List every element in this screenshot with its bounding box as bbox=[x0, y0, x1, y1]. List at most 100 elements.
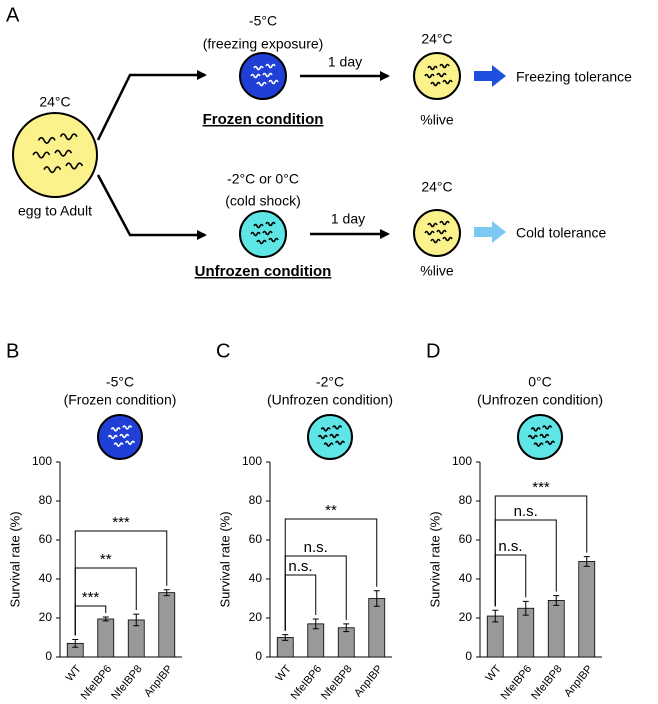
significance-label: ** bbox=[325, 502, 337, 519]
y-tick-label: 60 bbox=[459, 532, 473, 546]
x-tick-label: NfeIBP8 bbox=[529, 663, 565, 702]
chart-subtitle: (Unfrozen condition) bbox=[267, 392, 393, 408]
unfrozen-label: Unfrozen condition bbox=[195, 263, 332, 280]
larva bbox=[530, 427, 541, 432]
significance-bracket bbox=[284, 518, 378, 631]
error-bar bbox=[553, 595, 560, 606]
larva bbox=[527, 434, 538, 440]
error-bar bbox=[373, 590, 380, 607]
larva bbox=[59, 133, 78, 141]
diagram: A 24°C egg to Adult -5°C (freezing expos… bbox=[6, 4, 632, 280]
after-label: %live bbox=[420, 263, 454, 279]
y-tick-label: 100 bbox=[32, 454, 52, 468]
larva bbox=[253, 65, 264, 71]
larva bbox=[32, 151, 51, 159]
bar bbox=[97, 618, 115, 658]
y-axis-label: Survival rate (%) bbox=[427, 511, 442, 607]
larva bbox=[265, 63, 276, 69]
bar bbox=[547, 600, 565, 658]
y-tick-label: 80 bbox=[39, 493, 53, 507]
branch-arrow bbox=[96, 70, 207, 141]
larva bbox=[323, 442, 334, 447]
error-bar bbox=[492, 609, 499, 623]
chart-subtitle: (Unfrozen condition) bbox=[477, 392, 603, 408]
significance-label: ** bbox=[100, 551, 112, 568]
y-tick-label: 0 bbox=[45, 649, 52, 663]
frozen-temp: -5°C bbox=[249, 13, 277, 29]
x-tick-label: WT bbox=[484, 663, 504, 684]
bar bbox=[158, 592, 176, 658]
branch-arrow bbox=[96, 174, 207, 240]
y-tick-label: 40 bbox=[39, 571, 53, 585]
larva bbox=[54, 149, 73, 157]
larva bbox=[268, 79, 279, 85]
error-bar bbox=[163, 589, 170, 597]
y-tick-label: 40 bbox=[459, 571, 473, 585]
y-tick-label: 80 bbox=[459, 493, 473, 507]
larva bbox=[335, 440, 346, 445]
larva bbox=[265, 221, 276, 227]
x-tick-label: AnpIBP bbox=[562, 663, 595, 699]
panel-label: C bbox=[216, 340, 230, 362]
y-tick-label: 20 bbox=[249, 610, 263, 624]
larva bbox=[424, 73, 435, 79]
larva bbox=[542, 425, 553, 430]
larva bbox=[430, 238, 441, 244]
significance-label: n.s. bbox=[304, 539, 328, 556]
dish bbox=[517, 414, 563, 460]
chart-title: 0°C bbox=[528, 374, 552, 390]
significance-label: n.s. bbox=[498, 538, 522, 555]
larva bbox=[329, 433, 340, 439]
larva bbox=[250, 73, 261, 79]
panel-label: A bbox=[6, 4, 20, 26]
x-tick-label: AnpIBP bbox=[142, 663, 175, 699]
after-dish bbox=[413, 52, 461, 100]
y-tick-label: 40 bbox=[249, 571, 263, 585]
error-bar bbox=[102, 616, 109, 622]
larva bbox=[436, 229, 447, 235]
larva bbox=[107, 434, 118, 440]
dish bbox=[307, 414, 353, 460]
bar bbox=[368, 598, 386, 658]
larva bbox=[113, 442, 124, 447]
after-temp: 24°C bbox=[421, 31, 452, 47]
y-tick-label: 60 bbox=[249, 532, 263, 546]
larva bbox=[317, 434, 328, 440]
significance-label: *** bbox=[532, 479, 550, 496]
larva bbox=[533, 442, 544, 447]
larva bbox=[268, 237, 279, 243]
panel-label: D bbox=[426, 340, 440, 362]
larva bbox=[442, 236, 453, 242]
error-bar bbox=[343, 623, 350, 633]
frozen-note: (freezing exposure) bbox=[203, 36, 324, 52]
x-tick-label: WT bbox=[274, 663, 294, 684]
error-bar bbox=[522, 600, 529, 616]
significance-label: n.s. bbox=[288, 558, 312, 575]
duration: 1 day bbox=[331, 211, 365, 227]
larva bbox=[256, 239, 267, 245]
duration: 1 day bbox=[328, 54, 362, 70]
y-tick-label: 0 bbox=[255, 649, 262, 663]
larva bbox=[253, 223, 264, 229]
larva bbox=[119, 433, 130, 439]
significance-label: n.s. bbox=[514, 503, 538, 520]
larva bbox=[442, 79, 453, 85]
y-axis-label: Survival rate (%) bbox=[7, 511, 22, 607]
larva bbox=[545, 440, 556, 445]
significance-label: *** bbox=[82, 589, 100, 606]
larva bbox=[43, 166, 62, 174]
y-tick-label: 20 bbox=[459, 610, 473, 624]
after-label: %live bbox=[420, 112, 454, 128]
larva bbox=[539, 433, 550, 439]
chart-subtitle: (Frozen condition) bbox=[64, 392, 177, 408]
error-bar bbox=[72, 638, 79, 648]
after-temp: 24°C bbox=[421, 179, 452, 195]
larva bbox=[427, 65, 438, 71]
larva bbox=[439, 63, 450, 69]
larva bbox=[37, 136, 56, 144]
larva bbox=[110, 427, 121, 432]
larva bbox=[332, 425, 343, 430]
y-tick-label: 60 bbox=[39, 532, 53, 546]
outcome-arrow bbox=[474, 65, 506, 87]
